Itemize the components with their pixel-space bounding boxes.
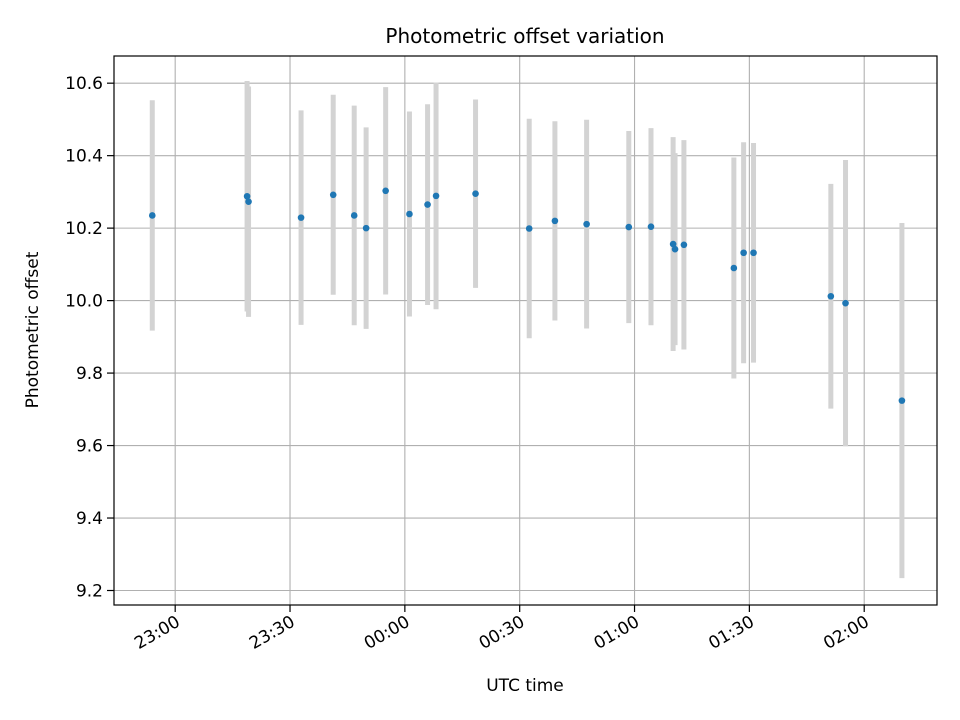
data-point — [424, 201, 431, 208]
chart-title: Photometric offset variation — [385, 24, 664, 48]
data-point — [669, 240, 677, 248]
data-point — [243, 192, 251, 200]
data-point — [750, 249, 757, 257]
y-axis-ticks: 9.2 9.4 9.6 9.8 10.0 10.2 10.4 10.6 — [65, 74, 114, 602]
y-tick-label: 10.6 — [65, 74, 103, 94]
grid — [114, 56, 937, 605]
y-tick-label: 10.2 — [65, 219, 103, 239]
data-point — [827, 292, 835, 300]
data-point — [297, 214, 305, 221]
data-point — [362, 224, 370, 232]
data-point — [730, 264, 738, 272]
data-point — [551, 217, 559, 225]
data-point — [671, 245, 679, 253]
data-point — [329, 191, 337, 199]
y-tick-label: 9.4 — [76, 509, 103, 529]
data-point — [406, 210, 413, 218]
y-axis-title: Photometric offset — [23, 251, 43, 408]
y-tick-label: 10.0 — [65, 292, 103, 312]
data-point — [525, 225, 533, 232]
data-point — [625, 223, 633, 231]
y-tick-label: 9.2 — [76, 582, 103, 602]
x-axis-title: UTC time — [486, 676, 564, 696]
data-point — [382, 187, 389, 195]
y-tick-label: 10.4 — [65, 147, 103, 167]
data-points — [148, 187, 906, 404]
data-point — [245, 198, 252, 205]
data-point — [898, 397, 906, 404]
data-point — [583, 220, 590, 228]
data-point — [148, 212, 156, 219]
y-tick-label: 9.8 — [76, 364, 103, 384]
data-point — [432, 192, 440, 200]
data-point — [740, 249, 747, 257]
data-point — [647, 223, 655, 230]
plot-frame — [113, 55, 938, 606]
y-tick-label: 9.6 — [76, 437, 103, 457]
data-point — [680, 241, 688, 249]
data-point — [472, 190, 479, 198]
data-point — [350, 212, 358, 219]
data-point — [842, 299, 849, 307]
